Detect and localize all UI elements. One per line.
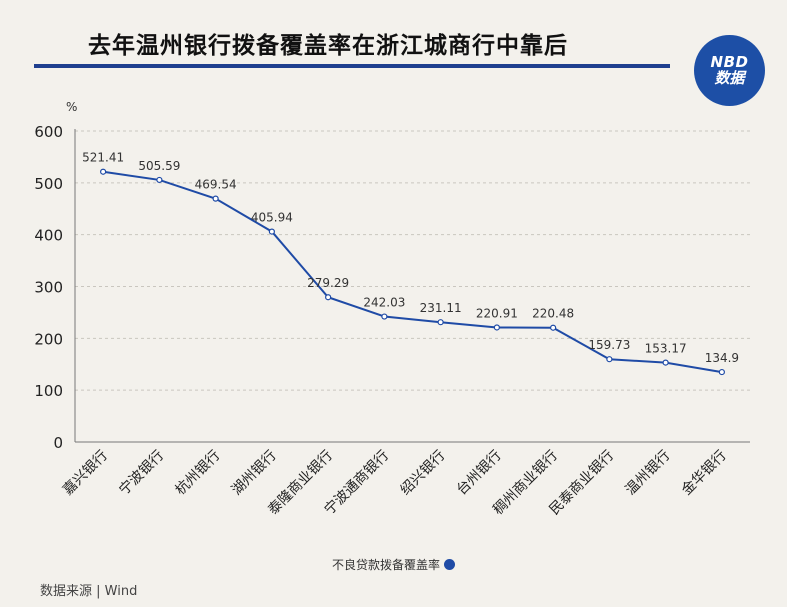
data-point — [662, 359, 669, 366]
y-tick-label: 200 — [34, 330, 63, 348]
x-tick-label: 湖州银行 — [229, 448, 280, 499]
data-point — [212, 195, 219, 202]
x-tick-label: 嘉兴银行 — [60, 448, 111, 499]
logo-text-nbd: NBD — [710, 52, 749, 71]
logo-text-data: 数据 — [714, 68, 745, 87]
data-label: 505.59 — [138, 159, 180, 173]
y-tick-label: 100 — [34, 382, 63, 400]
y-tick-label: 0 — [53, 434, 63, 452]
series-line — [102, 170, 723, 374]
x-tick-label: 绍兴银行 — [398, 448, 449, 499]
y-tick-label: 400 — [34, 227, 63, 245]
nbd-logo: NBD 数据 — [694, 35, 765, 106]
y-tick-label: 600 — [34, 123, 63, 141]
data-label: 279.29 — [307, 276, 349, 290]
legend-label: 不良贷款拨备覆盖率 — [331, 558, 440, 572]
data-point — [437, 319, 444, 326]
data-point — [325, 294, 332, 301]
source-note: 数据来源 | Wind — [40, 584, 138, 599]
data-label: 242.03 — [363, 296, 405, 310]
data-label: 220.48 — [532, 307, 574, 321]
data-label: 159.73 — [588, 338, 630, 352]
data-label: 231.11 — [420, 301, 462, 315]
x-tick-label: 杭州银行 — [173, 448, 224, 499]
data-points — [100, 168, 725, 376]
data-point — [718, 368, 725, 376]
grid-lines — [75, 130, 750, 391]
x-tick-label: 温州银行 — [623, 448, 674, 499]
data-point — [100, 168, 107, 175]
data-label: 153.17 — [645, 342, 687, 356]
data-label: 220.91 — [476, 306, 518, 320]
legend-marker-icon — [444, 559, 455, 570]
data-point — [268, 228, 275, 235]
y-axis-unit: % — [66, 100, 77, 114]
data-label: 521.41 — [82, 151, 124, 165]
y-tick-label: 500 — [34, 175, 63, 193]
data-label: 469.54 — [195, 178, 237, 192]
axes — [74, 129, 750, 443]
y-tick-label: 300 — [34, 279, 63, 297]
x-tick-label: 宁波银行 — [116, 447, 168, 499]
x-tick-label: 金华银行 — [679, 448, 730, 499]
y-tick-labels: 0 100 200 300 400 500 600 — [34, 123, 63, 452]
data-point — [493, 324, 500, 331]
data-point — [381, 313, 388, 320]
data-point — [156, 176, 163, 184]
data-labels: 521.41 505.59 469.54 405.94 279.29 242.03 231.… — [82, 151, 739, 365]
data-label: 134.9 — [705, 351, 739, 365]
data-point — [606, 356, 613, 363]
chart-title: 去年温州银行拨备覆盖率在浙江城商行中靠后 — [88, 33, 568, 59]
legend: 不良贷款拨备覆盖率 — [0, 556, 787, 573]
x-tick-label: 台州银行 — [454, 448, 505, 499]
title-underline — [34, 64, 670, 68]
data-point — [550, 324, 557, 331]
data-label: 405.94 — [251, 211, 293, 225]
